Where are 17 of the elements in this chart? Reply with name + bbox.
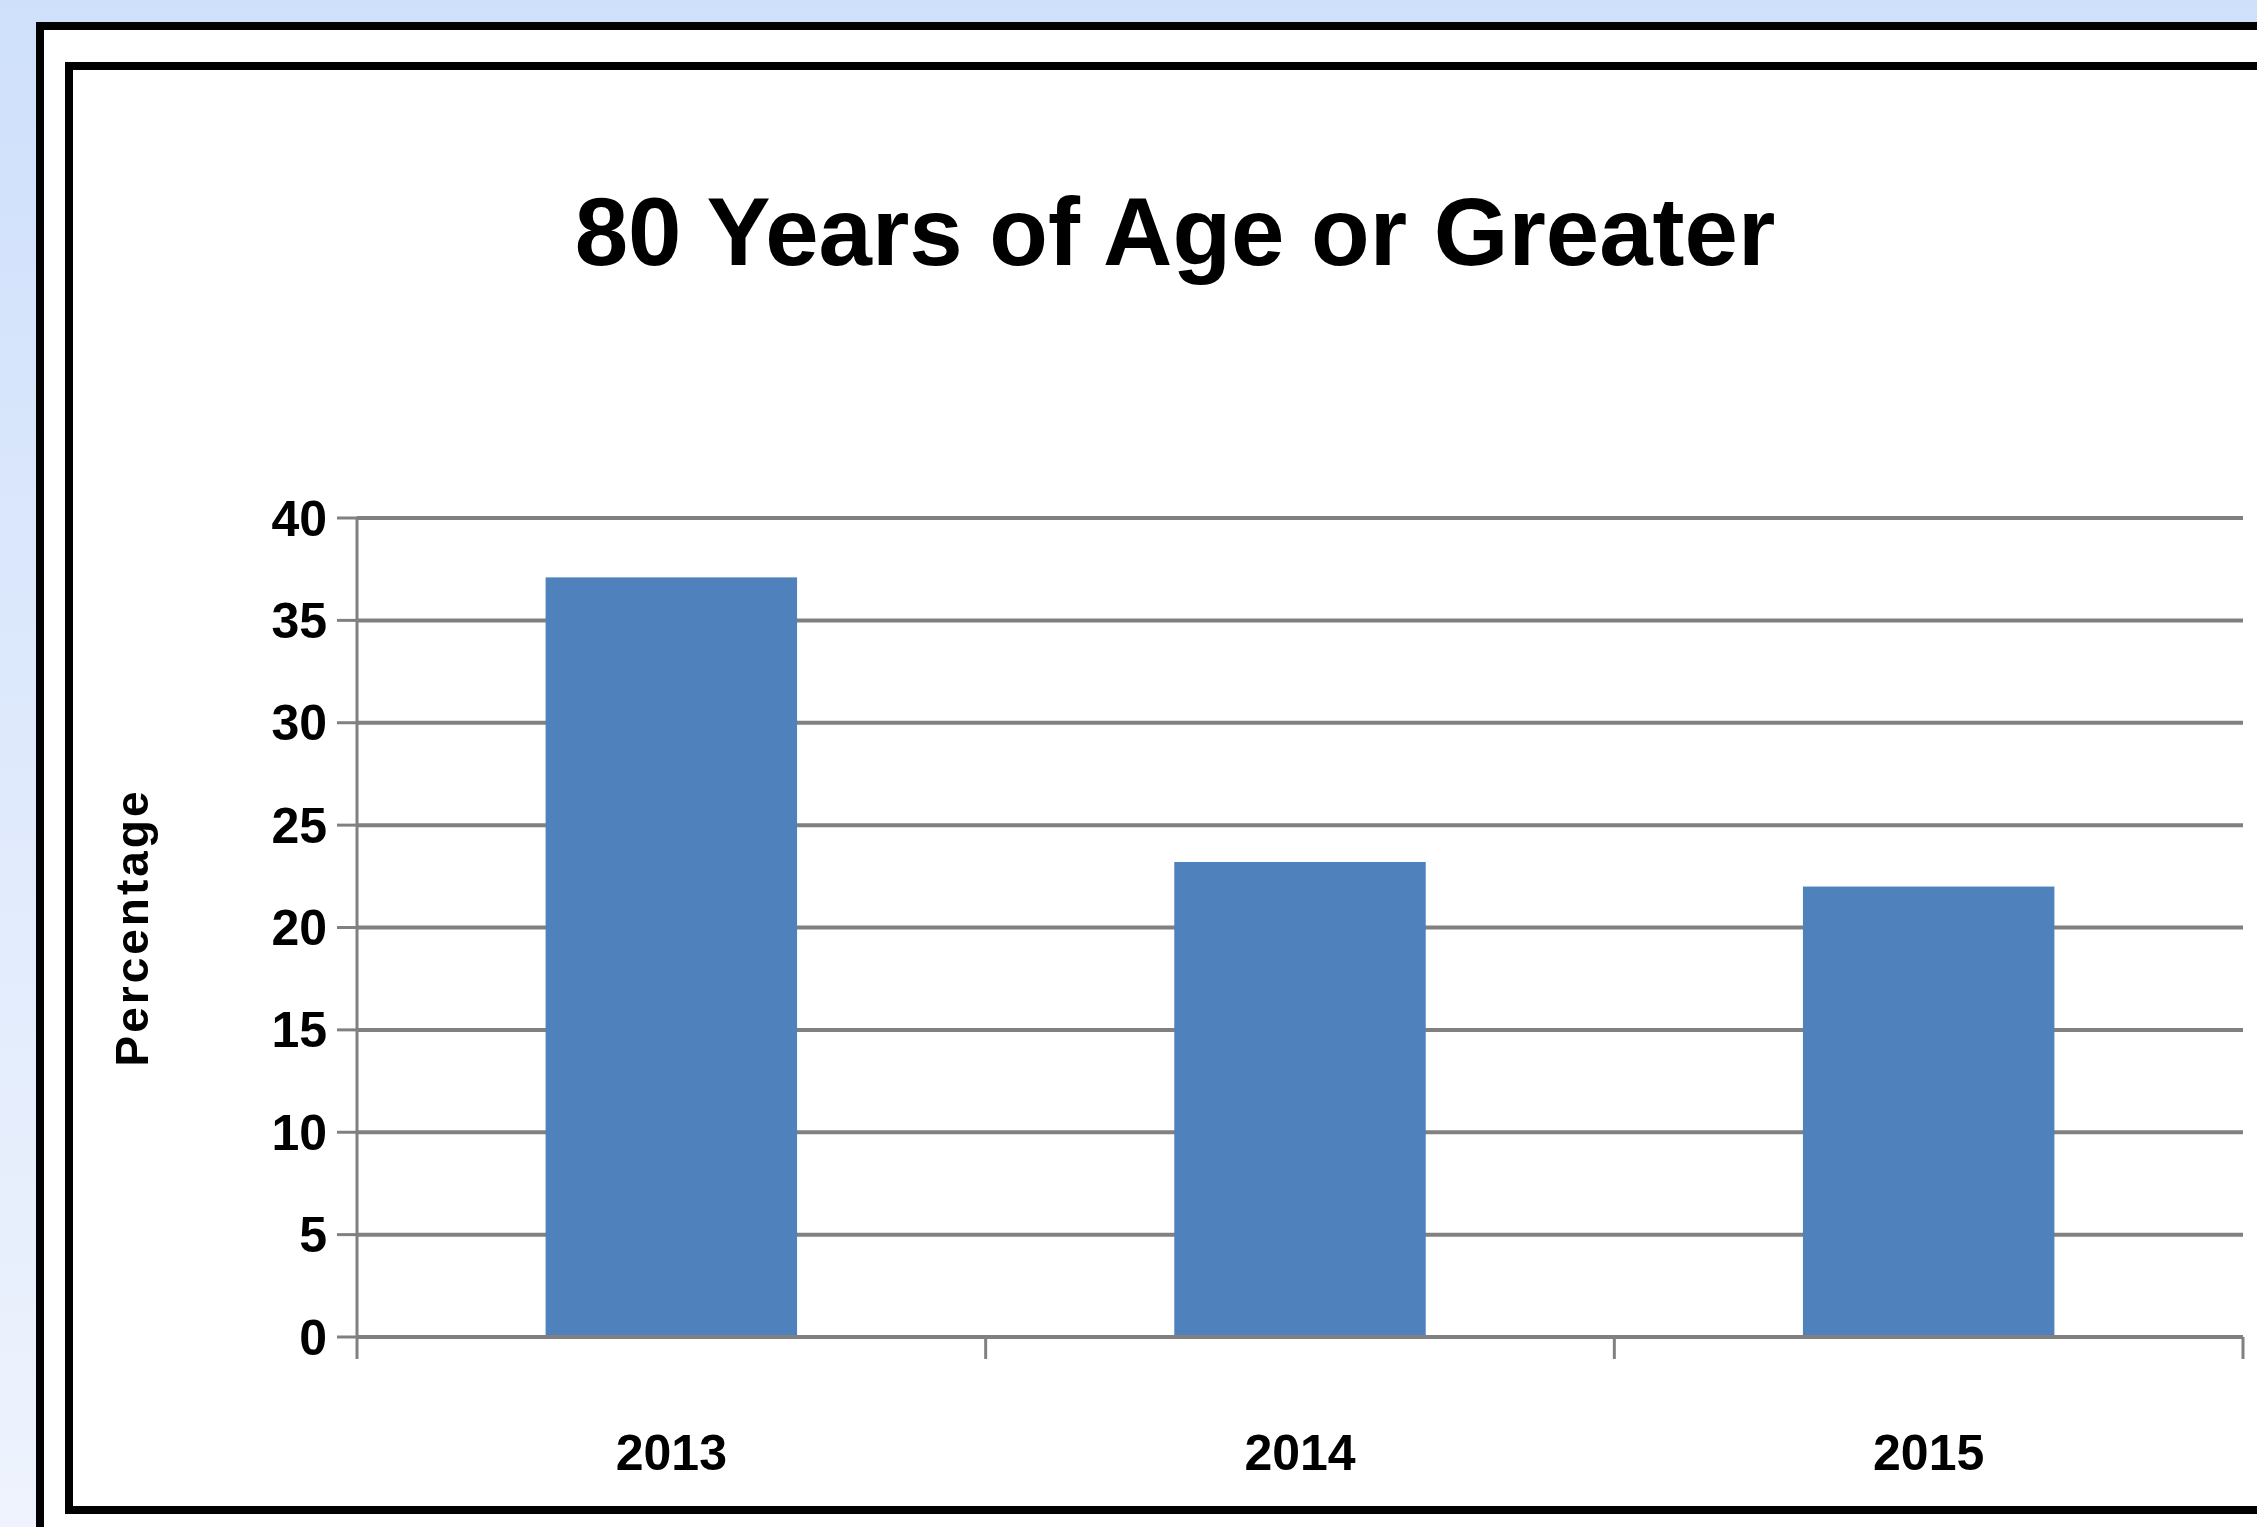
x-tick-label: 2015	[1873, 1425, 1985, 1481]
y-tick-label: 0	[299, 1309, 327, 1366]
bar	[545, 577, 798, 1337]
y-tick-label: 10	[271, 1104, 327, 1161]
y-tick-label: 30	[271, 695, 327, 752]
bar	[1802, 886, 2055, 1337]
bar	[1174, 861, 1426, 1337]
chart-title: 80 Years of Age or Greater	[574, 178, 1776, 285]
y-tick-label: 35	[271, 592, 327, 649]
x-tick-label: 2013	[615, 1425, 727, 1481]
x-tick-label: 2014	[1244, 1425, 1356, 1481]
y-tick-label: 25	[271, 797, 327, 854]
y-axis-title: Percentage	[106, 788, 158, 1067]
y-tick-label: 5	[299, 1207, 327, 1264]
y-tick-label: 15	[271, 1002, 327, 1059]
y-tick-label: 20	[271, 900, 327, 956]
y-tick-label: 40	[271, 490, 327, 547]
